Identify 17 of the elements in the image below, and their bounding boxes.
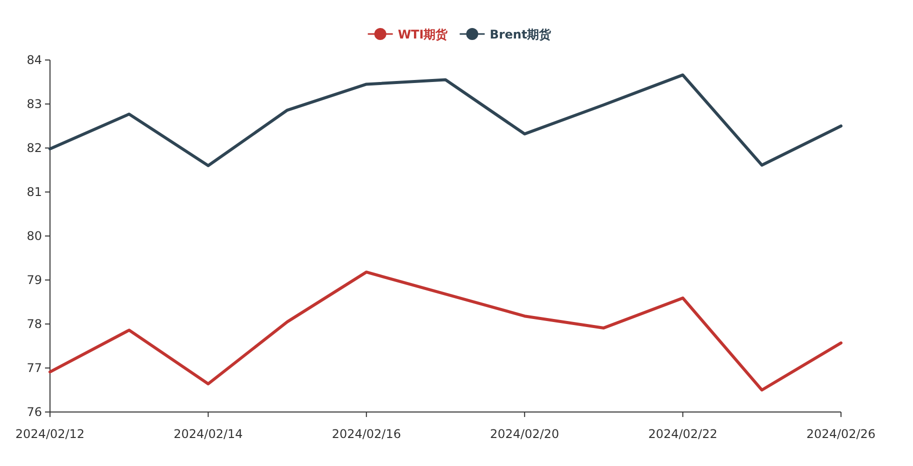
y-tick-label: 78 [26, 317, 42, 331]
y-tick-label: 80 [26, 229, 42, 243]
y-tick-label: 76 [26, 405, 42, 419]
x-tick-label: 2024/02/26 [806, 427, 876, 441]
x-tick-label: 2024/02/14 [174, 427, 243, 441]
y-tick-label: 82 [26, 141, 42, 155]
x-tick-label: 2024/02/16 [332, 427, 401, 441]
y-tick-label: 84 [26, 53, 42, 67]
y-tick-label: 77 [26, 361, 42, 375]
x-tick-label: 2024/02/22 [648, 427, 718, 441]
legend-label: WTI期货 [398, 28, 449, 42]
y-tick-label: 83 [26, 97, 42, 111]
y-tick-label: 79 [26, 273, 42, 287]
y-tick-label: 81 [26, 185, 42, 199]
legend-label: Brent期货 [490, 28, 552, 42]
x-tick-label: 2024/02/20 [490, 427, 560, 441]
x-tick-label: 2024/02/12 [15, 427, 85, 441]
